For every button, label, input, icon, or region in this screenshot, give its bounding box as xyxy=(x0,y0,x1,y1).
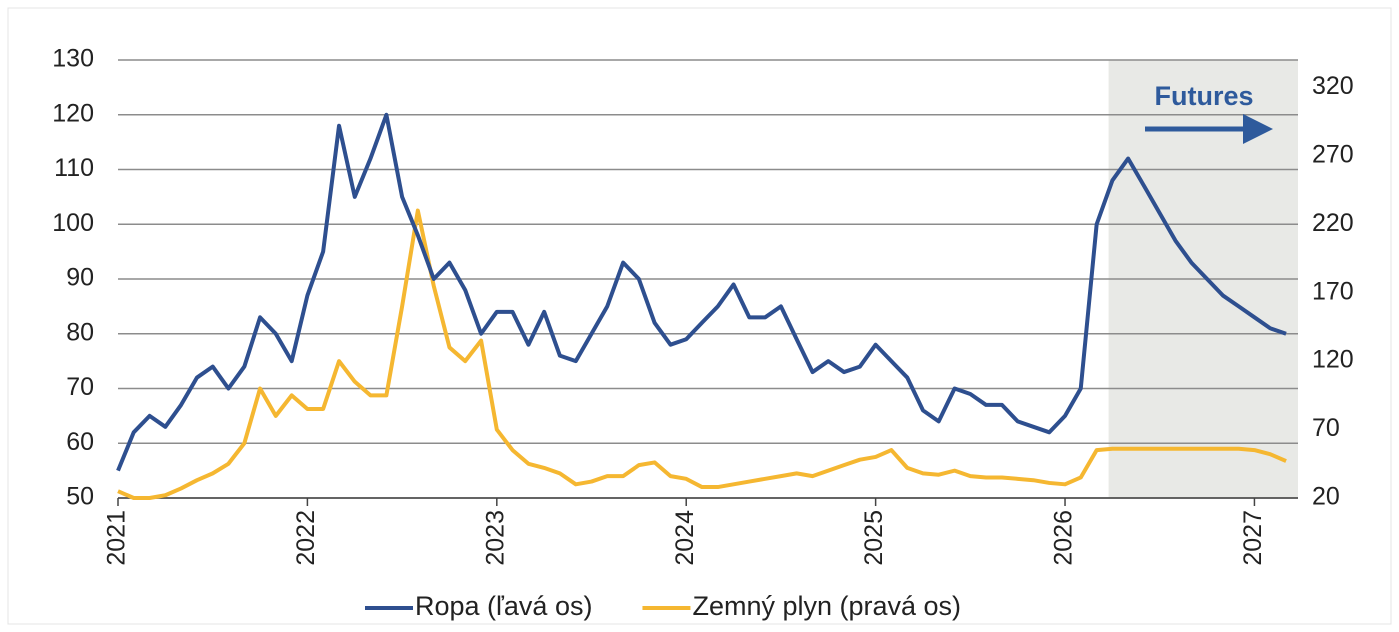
x-tick-label: 2027 xyxy=(1239,510,1267,566)
series-line xyxy=(117,208,1287,500)
y2-tick-label: 70 xyxy=(1312,414,1340,442)
y2-tick-label: 320 xyxy=(1312,72,1354,100)
y2-tick-label: 20 xyxy=(1312,483,1340,511)
y2-tick-label: 270 xyxy=(1312,140,1354,168)
x-tick-label: 2025 xyxy=(860,510,888,566)
x-tick-label: 2026 xyxy=(1050,510,1078,566)
y2-tick-label: 170 xyxy=(1312,277,1354,305)
legend-label: Ropa (ľavá os) xyxy=(415,591,592,621)
y2-tick-label: 220 xyxy=(1312,209,1354,237)
y-tick-label: 60 xyxy=(66,428,94,456)
y2-tick-label: 120 xyxy=(1312,346,1354,374)
series-line xyxy=(116,112,1287,472)
y-tick-label: 120 xyxy=(52,99,94,127)
x-tick-label: 2021 xyxy=(103,510,131,566)
legend-label: Zemný plyn (pravá os) xyxy=(692,591,961,621)
x-tick-label: 2024 xyxy=(671,510,699,566)
y-tick-label: 100 xyxy=(52,209,94,237)
y-tick-label: 110 xyxy=(54,154,94,182)
y-tick-label: 130 xyxy=(52,45,94,73)
y-tick-label: 50 xyxy=(66,483,94,511)
y-tick-label: 70 xyxy=(66,373,94,401)
x-tick-label: 2022 xyxy=(292,510,320,566)
annotation: Futures xyxy=(1154,81,1253,111)
y-tick-label: 90 xyxy=(66,264,94,292)
y-tick-label: 80 xyxy=(66,318,94,346)
x-tick-label: 2023 xyxy=(481,510,509,566)
